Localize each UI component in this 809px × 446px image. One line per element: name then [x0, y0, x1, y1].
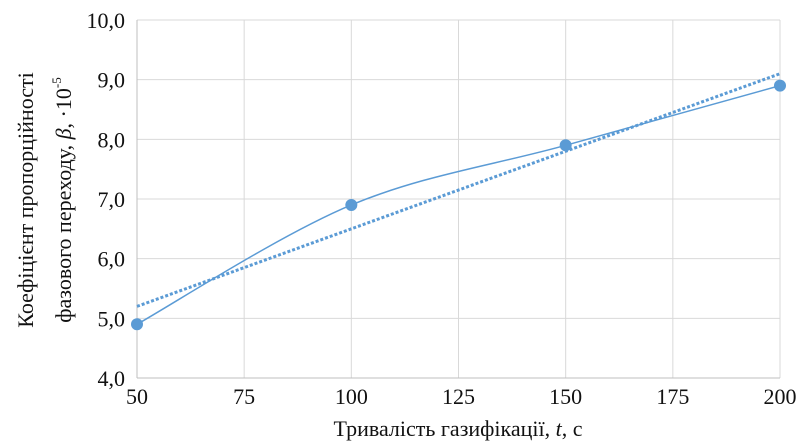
- x-label-symbol: t: [556, 416, 563, 441]
- y-label-line2: фазового переходу, β, ·10-5: [49, 77, 76, 322]
- x-axis-label: Тривалість газифікації, t, с: [333, 416, 582, 441]
- y-axis-label: Коефіцієнт пропорційності фазового перех…: [13, 72, 76, 327]
- trendline: [136, 72, 781, 308]
- marker: [774, 79, 786, 92]
- y-tick-label: 4,0: [98, 366, 126, 391]
- x-tick-label: 150: [549, 384, 582, 409]
- x-tick-label: 200: [764, 384, 797, 409]
- x-tick-label: 100: [335, 384, 368, 409]
- x-tick-label: 75: [233, 384, 255, 409]
- y-tick-label: 5,0: [98, 306, 126, 331]
- y-tick-label: 7,0: [98, 187, 126, 212]
- y-tick-label: 8,0: [98, 127, 126, 152]
- x-label-unit: , с: [562, 416, 583, 441]
- y-tick-label: 10,0: [87, 8, 126, 33]
- marker: [131, 318, 143, 331]
- x-tick-label: 175: [656, 384, 689, 409]
- y-label-exponent: -5: [49, 77, 64, 88]
- y-label-line1: Коефіцієнт пропорційності: [13, 72, 38, 327]
- x-label-text: Тривалість газифікації,: [333, 416, 555, 441]
- y-tick-label: 6,0: [98, 247, 126, 272]
- line: [136, 84, 781, 325]
- marker: [559, 139, 572, 152]
- marker: [345, 198, 358, 211]
- y-tick-label: 9,0: [98, 68, 126, 93]
- x-tick-label: 125: [442, 384, 475, 409]
- y-label-text: фазового переходу,: [51, 139, 76, 322]
- x-tick-label: 50: [126, 384, 148, 409]
- y-label-unit: , ·10: [51, 88, 76, 128]
- y-label-symbol: β: [51, 128, 76, 140]
